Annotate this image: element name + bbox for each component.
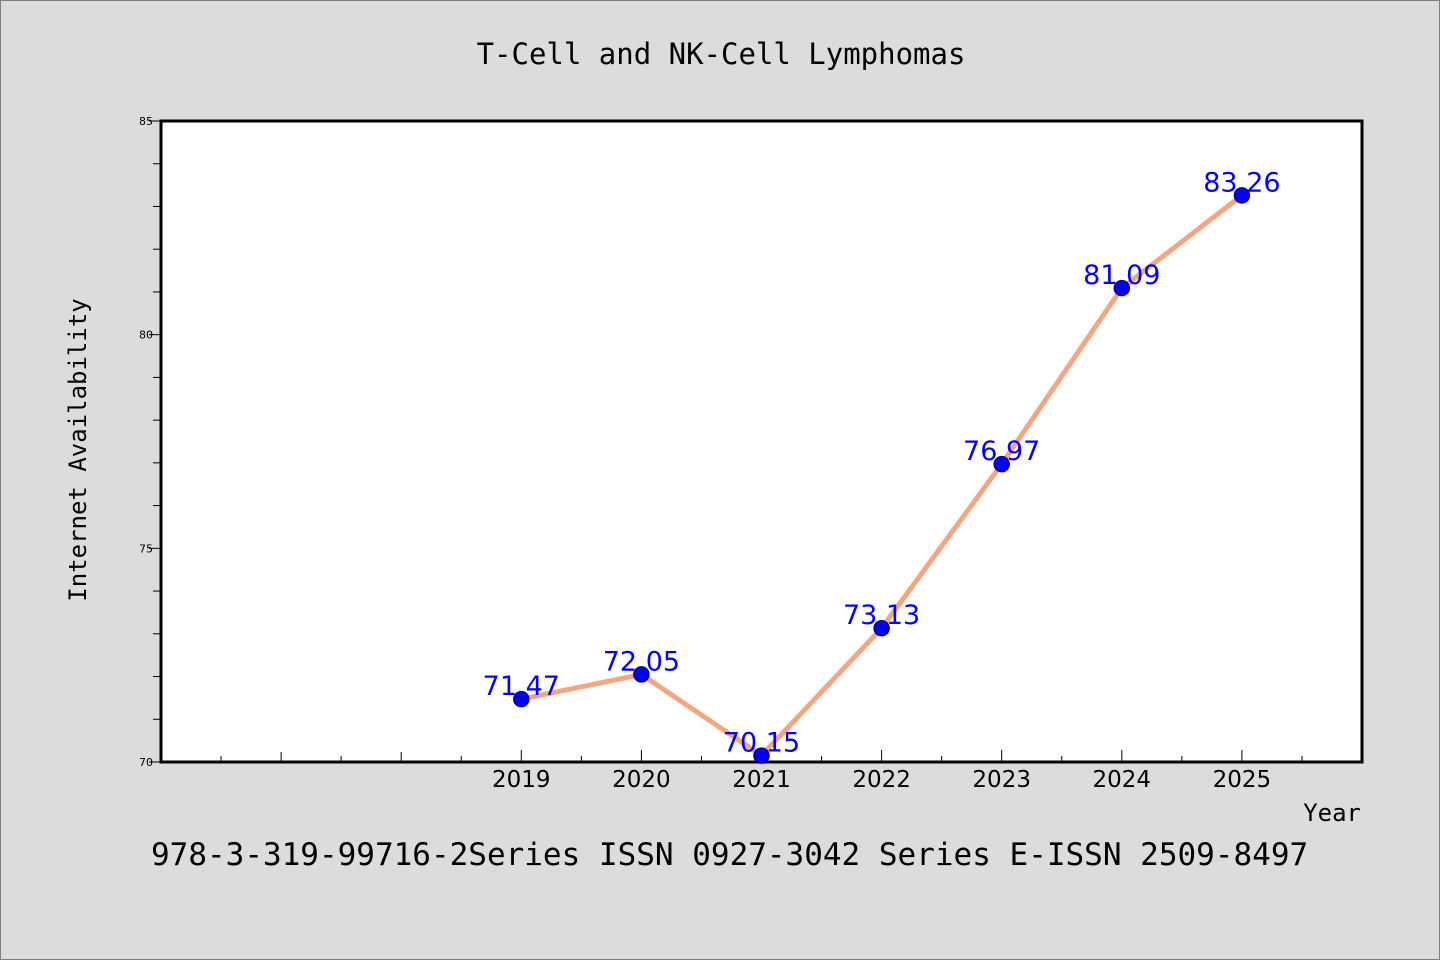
data-point-marker: [873, 619, 890, 637]
x-minor-ticks: [220, 756, 1303, 762]
x-tick-label: 2021: [732, 767, 791, 793]
data-point-marker: [513, 690, 530, 708]
data-point-marker: [1233, 187, 1251, 204]
data-point-marker: [1113, 279, 1131, 297]
x-axis-label: Year: [1303, 799, 1361, 827]
data-point-label: 70.15: [723, 728, 800, 759]
x-tick-label: 2019: [492, 767, 551, 793]
y-tick-label: 75: [139, 542, 153, 555]
data-point-label: 83.26: [1203, 167, 1280, 198]
plot-area: [159, 119, 1364, 764]
data-point-label: 76.97: [963, 436, 1040, 467]
y-minor-ticks: [153, 163, 161, 720]
x-tick-label: 2024: [1093, 767, 1152, 793]
chart-title: T-Cell and NK-Cell Lymphomas: [477, 37, 966, 71]
data-point-label: 71.47: [483, 671, 560, 702]
y-axis-ticks: 70 75 80 85: [139, 115, 161, 769]
y-tick-label: 80: [139, 329, 153, 342]
data-point-label: 73.13: [843, 600, 920, 631]
data-point-marker: [753, 747, 770, 764]
data-point-label: 72.05: [603, 646, 680, 677]
x-tick-label: 2023: [972, 767, 1031, 793]
footer-identifier-text: 978-3-319-99716-2Series ISSN 0927-3042 S…: [151, 837, 1308, 873]
data-point-marker: [633, 666, 650, 683]
data-labels: 71.47 72.05 70.15 73.13 76.97 81.09 83.26: [483, 167, 1281, 758]
x-axis-ticks: 2019 2020 2021 2022 2023 2024 2025: [160, 750, 1363, 793]
data-point-marker: [993, 455, 1010, 473]
series-markers: [513, 187, 1251, 764]
y-tick-label: 70: [139, 756, 153, 769]
x-tick-label: 2022: [852, 767, 911, 793]
x-tick-label: 2020: [612, 767, 671, 793]
x-tick-label: 2025: [1213, 767, 1272, 793]
y-axis-label: Internet Availability: [64, 298, 92, 601]
data-point-label: 81.09: [1083, 260, 1160, 291]
y-tick-label: 85: [139, 115, 153, 128]
